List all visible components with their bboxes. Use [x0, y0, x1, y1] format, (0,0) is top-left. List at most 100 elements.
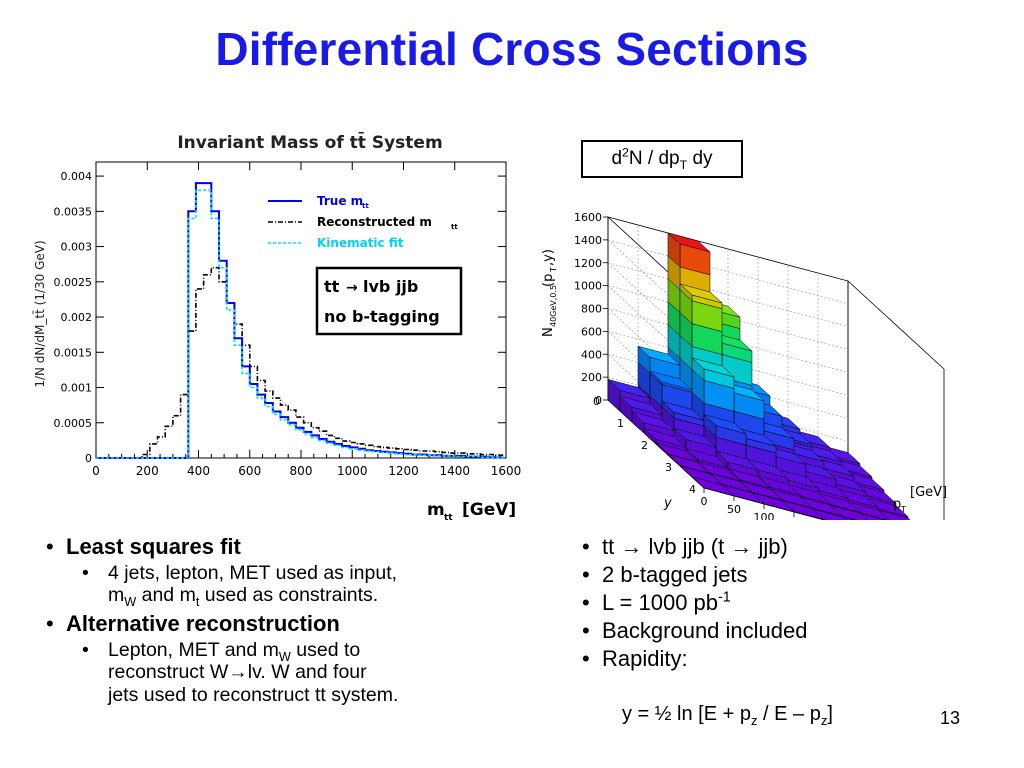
x-axis-label: m tt [GeV] — [427, 500, 516, 523]
legend-reco-label: Reconstructed m — [317, 215, 432, 229]
bar-top — [691, 357, 735, 378]
sub-bullet-text: 4 jets, lepton, MET used as input, mW an… — [108, 561, 398, 610]
bullet-lumi: • L = 1000 pb-1 — [556, 590, 996, 616]
z-tick-label: 0 — [595, 394, 602, 407]
z-tick-label: 1000 — [574, 280, 602, 293]
y-axis-ticks: 0 0.0005 0.001 0.0015 0.002 0.0025 0.003 0.0035… — [54, 170, 506, 465]
bullet-text: Rapidity: — [602, 645, 688, 671]
lego-bar — [691, 476, 735, 497]
bullet-label: Least squares fit — [66, 534, 241, 559]
sub-bullet-dot: • — [82, 561, 89, 584]
invariant-mass-chart: Invariant Mass of tt̄ System 0 0.0005 0.00… — [33, 131, 521, 523]
sub-bullet-text: Lepton, MET and mW used to reconstruct W… — [108, 639, 398, 706]
z-label-n: N — [541, 327, 556, 337]
lego-bars — [607, 232, 911, 520]
legend-true-label: True m — [317, 194, 363, 208]
left-bullets: • Least squares fit • 4 jets, lepton, ME… — [20, 534, 540, 710]
z-tick-label: 400 — [581, 348, 602, 361]
sub-text-f: used as constraints. — [199, 584, 379, 607]
y-tick-label: 0.002 — [61, 311, 93, 324]
bar-top — [691, 476, 735, 497]
chart-title: Invariant Mass of tt̄ System — [177, 131, 442, 153]
z-tick-label: 800 — [581, 303, 602, 316]
x-tick-label: 1200 — [388, 464, 419, 478]
sub-text-e: jets used to reconstruct tt system. — [108, 683, 399, 706]
pt-tick-label: 0 — [701, 495, 708, 508]
box-d: d — [611, 148, 623, 169]
page-number: 13 — [940, 708, 961, 728]
bullet-dot: • — [46, 610, 54, 636]
sub-bullet-dot: • — [82, 638, 89, 661]
pt-label-unit: [GeV] — [910, 485, 947, 500]
y-tick-label: 4 — [689, 483, 696, 496]
sub-text-d: and m — [136, 584, 196, 607]
sub-text-b: W — [278, 649, 291, 664]
bullet-btag: • 2 b-tagged jets — [556, 562, 996, 588]
bullet-alternative: • Alternative reconstruction — [20, 611, 540, 637]
bullet-dot: • — [582, 645, 590, 671]
box-arrow: → — [346, 280, 358, 296]
z-label-sub: 40GeV,0.5 — [549, 285, 558, 327]
legend-kin-label: Kinematic fit — [317, 236, 404, 250]
sub-text-b: m — [108, 584, 125, 607]
box-end: dy — [687, 148, 713, 169]
bullet-dot: • — [582, 534, 590, 559]
legend: True m tt Reconstructed m tt Kinematic f… — [268, 194, 458, 250]
pt-tick-label: 50 — [727, 503, 741, 516]
y-axis-label: 1/N dN/dM_tt̄ (1/30 GeV) — [33, 240, 47, 387]
bullet-background: • Background included — [556, 618, 996, 644]
sub-text-c: W — [124, 595, 137, 610]
legend-reco-sub: tt — [451, 223, 458, 231]
bar-top — [643, 428, 687, 448]
bullet-dot: • — [46, 534, 54, 559]
y-tick-label: 0.001 — [61, 382, 93, 395]
bullet-text: 2 b-tagged jets — [602, 561, 748, 587]
x-tick-label: 1000 — [337, 464, 368, 478]
lego-z-label: N 40GeV,0.5 (p T ,y) — [541, 249, 558, 337]
y-tick-label: 2 — [641, 439, 648, 452]
bar-top — [685, 448, 729, 468]
sub-text-d: reconstruct W→lv. W and four — [108, 661, 367, 684]
bullet-dot: • — [582, 617, 590, 643]
sub-bullet-reconstruct: • Lepton, MET and mW used to reconstruct… — [20, 639, 540, 706]
bullet-least-squares: • Least squares fit — [20, 534, 540, 560]
z-label-end: ,y) — [541, 249, 556, 266]
y-tick-label: 3 — [665, 461, 672, 474]
lumi-text: L = 1000 pb — [602, 589, 719, 615]
bar-top — [703, 414, 747, 434]
z-tick-label: 1600 — [574, 211, 602, 224]
sub-text-a: 4 jets, lepton, MET used as input, — [108, 561, 398, 584]
lumi-sup: -1 — [718, 589, 731, 606]
bullet-rapidity: • Rapidity: — [556, 646, 996, 672]
formula-a: y = ½ ln [E + p — [622, 703, 751, 725]
x-label-sub: tt — [444, 513, 453, 523]
z-label-sub2: T — [549, 267, 558, 273]
box-tt: tt — [324, 277, 340, 296]
series-kinematic-fit — [96, 189, 504, 459]
bullet-text: Background included — [602, 617, 808, 643]
rapidity-formula: y = ½ ln [E + pz / E – pz] — [622, 703, 833, 727]
legend-true-sub: tt — [362, 202, 369, 210]
z-label-rest: (p — [541, 274, 556, 287]
box-sup: 2 — [622, 145, 629, 160]
z-tick-label: 200 — [581, 371, 602, 384]
slide-title: Differential Cross Sections — [215, 23, 809, 75]
pt-tick-label: 100 — [754, 511, 775, 520]
y-tick-label: 0 — [85, 452, 92, 465]
channel-box: tt → lvb jjb no b-tagging — [315, 266, 463, 336]
x-tick-label: 0 — [92, 464, 100, 478]
y-tick-label: 0.0025 — [54, 276, 93, 289]
x-tick-label: 600 — [238, 464, 261, 478]
sub-bullet-inputs: • 4 jets, lepton, MET used as input, mW … — [20, 561, 540, 610]
x-label-unit: [GeV] — [462, 500, 516, 520]
bullet-text: L = 1000 pb-1 — [602, 590, 731, 616]
bullet-text: tt → lvb jjb (t → jjb) — [602, 534, 788, 559]
z-tick-label: 1400 — [574, 234, 602, 247]
sub-text-a: Lepton, MET and m — [108, 638, 279, 661]
x-label-m: m — [427, 500, 445, 520]
y-tick-label: 1 — [617, 417, 624, 430]
box-no-btag: no b-tagging — [324, 307, 440, 326]
bullet-label: Alternative reconstruction — [66, 610, 340, 636]
box-mid: N / dp — [628, 148, 680, 169]
x-tick-label: 800 — [290, 464, 313, 478]
